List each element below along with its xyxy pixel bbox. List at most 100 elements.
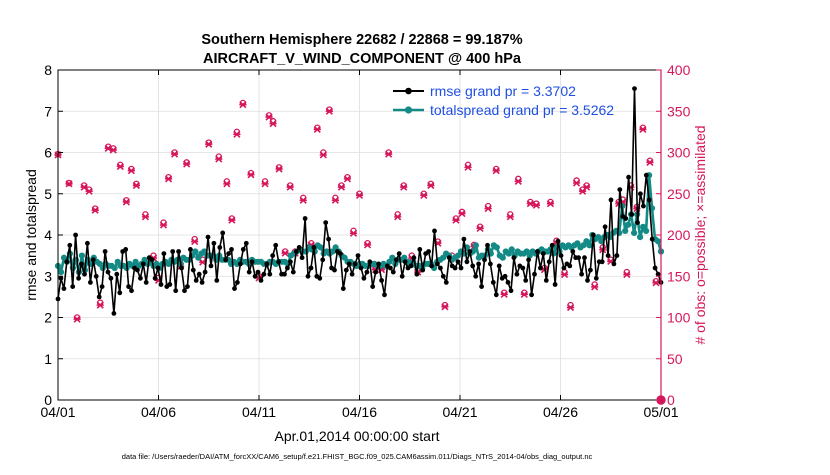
right-axis-label: # of obs: o=possible; ×=assimilated	[692, 125, 708, 344]
rmse-point	[202, 269, 208, 275]
rmse-point	[511, 255, 517, 261]
rmse-point	[288, 259, 293, 265]
rmse-point	[485, 242, 490, 248]
obs-assimilated-marker	[331, 196, 339, 204]
rmse-point	[135, 267, 140, 273]
obs-assimilated-marker	[385, 150, 393, 158]
left-y-tick-label: 6	[44, 145, 52, 161]
rmse-point	[258, 278, 264, 283]
rmse-point	[496, 263, 502, 269]
obs-assimilated-marker	[500, 290, 508, 298]
rmse-point	[446, 255, 452, 261]
rmse-point	[635, 220, 640, 226]
rmse-point	[623, 216, 629, 221]
rmse-point	[576, 255, 581, 261]
obs-assimilated-marker	[85, 187, 93, 195]
rmse-point	[579, 271, 584, 277]
rmse-point	[285, 265, 290, 271]
rmse-point	[461, 236, 467, 242]
rmse-point	[223, 257, 229, 263]
obs-assimilated-marker	[639, 125, 647, 133]
obs-assimilated-marker	[170, 150, 179, 158]
rmse-point	[532, 271, 537, 277]
rmse-point	[399, 273, 405, 279]
obs-assimilated-marker	[313, 125, 321, 133]
obs-assimilated-marker	[526, 200, 534, 208]
rmse-point	[408, 263, 414, 269]
rmse-point	[632, 86, 637, 91]
obs-assimilated-marker	[464, 163, 472, 171]
rmse-point	[464, 259, 470, 265]
rmse-point	[508, 288, 514, 294]
legend-rmse-label: rmse grand pr = 3.3702	[430, 83, 576, 99]
rmse-point	[567, 263, 573, 269]
rmse-point	[88, 280, 93, 285]
obs-assimilated-marker	[532, 201, 540, 209]
rmse-point	[641, 203, 646, 209]
rmse-point	[205, 234, 211, 240]
rmse-point	[108, 275, 114, 281]
rmse-point	[158, 282, 164, 287]
x-tick-label: 04/26	[543, 404, 578, 420]
rmse-point	[246, 269, 252, 275]
rmse-point	[626, 174, 631, 180]
right-y-tick-label: 150	[667, 268, 691, 284]
rmse-point	[96, 294, 102, 300]
rmse-point	[140, 261, 146, 267]
rmse-point	[188, 247, 193, 252]
rmse-point	[614, 253, 620, 258]
rmse-line	[57, 87, 662, 315]
obs-assimilated-marker	[349, 229, 358, 237]
rmse-point	[443, 280, 449, 285]
rmse-point	[470, 263, 476, 269]
rmse-point	[540, 251, 546, 256]
rmse-point	[93, 273, 99, 279]
rmse-point	[343, 267, 349, 273]
rmse-point	[655, 271, 661, 277]
rmse-point	[476, 261, 481, 267]
rmse-point	[382, 292, 387, 298]
x-axis-label: Apr.01,2014 00:00:00 start	[274, 428, 439, 444]
obs-assimilated-marker	[96, 301, 104, 309]
rmse-point	[173, 288, 179, 294]
rmse-point	[90, 257, 96, 263]
rmse-point	[388, 265, 393, 271]
rmse-point	[214, 278, 220, 283]
rmse-point	[546, 259, 552, 265]
rmse-point	[352, 261, 358, 267]
rmse-point	[611, 261, 617, 267]
rmse-point	[240, 247, 246, 252]
obs-assimilated-marker	[572, 179, 581, 187]
rmse-point	[293, 249, 299, 254]
obs-assimilated-marker	[520, 290, 528, 298]
rmse-point	[649, 236, 655, 242]
right-y-tick-label: 100	[667, 310, 691, 326]
totalspread-point	[631, 229, 638, 236]
rmse-point	[79, 261, 84, 267]
obs-assimilated-marker	[623, 271, 631, 279]
obs-assimilated-marker	[281, 249, 289, 257]
totalspread-point	[493, 244, 500, 251]
obs-assimilated-marker	[343, 175, 352, 183]
rmse-point	[543, 278, 549, 283]
rmse-point	[270, 253, 276, 258]
rmse-point	[467, 249, 473, 254]
obs-assimilated-marker	[233, 130, 241, 138]
obs-assimilated-marker	[319, 151, 327, 159]
rmse-point	[267, 271, 273, 277]
obs-assimilated-marker	[183, 160, 191, 168]
totalspread-point	[637, 234, 644, 241]
rmse-point	[238, 261, 243, 267]
rmse-point	[646, 197, 652, 203]
rmse-point	[529, 292, 534, 298]
rmse-point	[373, 269, 379, 275]
right-y-tick-label: 350	[667, 103, 691, 119]
rmse-point	[588, 267, 593, 273]
rmse-point	[538, 265, 543, 271]
rmse-point	[396, 251, 402, 256]
x-tick-label: 04/11	[242, 404, 276, 420]
obs-assimilated-marker	[91, 206, 99, 214]
rmse-point	[326, 236, 331, 242]
rmse-point	[161, 251, 167, 256]
rmse-point	[232, 286, 237, 291]
